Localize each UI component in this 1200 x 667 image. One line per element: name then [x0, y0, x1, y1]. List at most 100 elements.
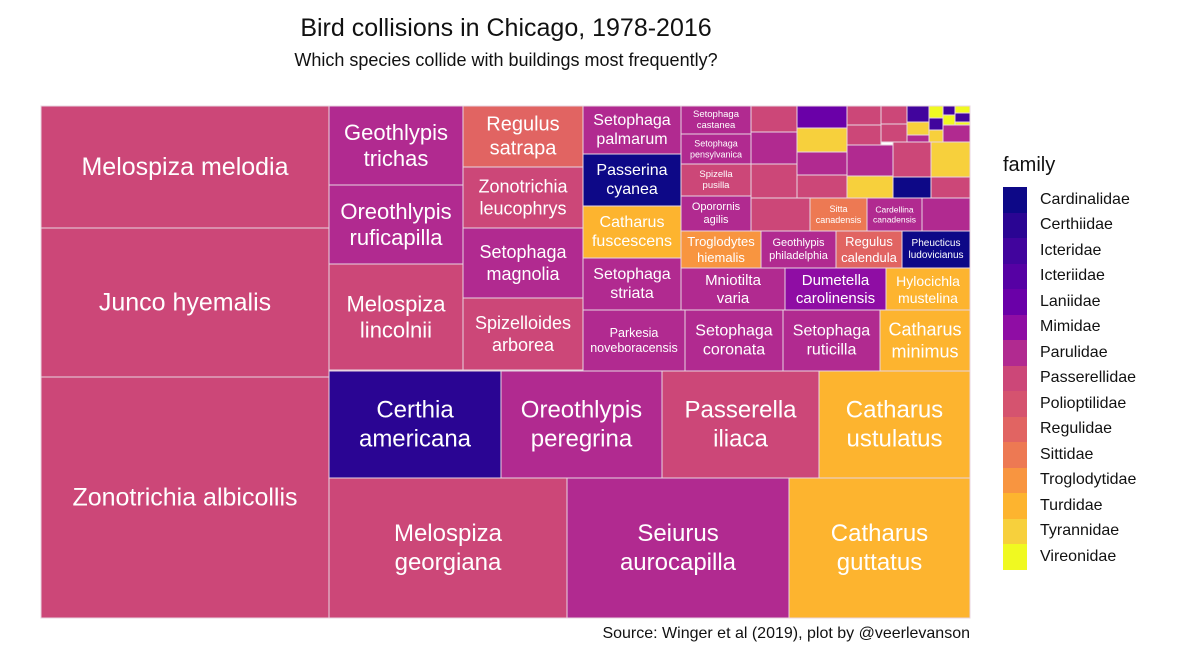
treemap-tile: Cardellina canadensis: [866, 197, 923, 232]
legend-swatch: [1003, 493, 1027, 519]
tile-rect: [809, 197, 868, 232]
tile-rect: [901, 230, 971, 269]
legend-label: Turdidae: [1040, 496, 1103, 514]
legend-label: Certhiidae: [1040, 216, 1113, 234]
legend-item: Vireonidae: [1003, 544, 1136, 570]
treemap-tile: Oreothlypis peregrina: [500, 370, 663, 479]
tile-rect: [661, 370, 820, 479]
treemap-tile-unlabeled: [892, 176, 932, 199]
legend-label: Icteridae: [1040, 241, 1102, 259]
treemap-tile-unlabeled: [750, 163, 798, 199]
tile-rect: [879, 309, 971, 372]
treemap-tile-unlabeled: [846, 144, 894, 177]
tile-label: Pheucticus ludovicianus: [908, 238, 963, 261]
source-caption: Source: Winger et al (2019), plot by @ve…: [602, 625, 970, 642]
treemap-tile-unlabeled: [846, 175, 894, 199]
legend-label: Tyrannidae: [1040, 522, 1120, 540]
treemap-tile: Junco hyemalis: [40, 227, 330, 378]
tile-rect: [680, 105, 752, 135]
legend-item: Certhiidae: [1003, 212, 1136, 238]
tile-label: Dumetella carolinensis: [796, 272, 875, 307]
tile-rect: [462, 105, 584, 168]
tile-label: Regulus calendula: [841, 234, 897, 265]
treemap-tile: Setophaga magnolia: [462, 227, 584, 299]
legend-item: Polioptilidae: [1003, 391, 1136, 417]
legend-swatch: [1003, 340, 1027, 366]
treemap-tile: Oreothlypis ruficapilla: [328, 184, 464, 265]
treemap-tile: Setophaga coronata: [684, 309, 784, 372]
tile-label: Geothlypis trichas: [344, 120, 448, 171]
tile-label: Seiurus aurocapilla: [620, 520, 737, 576]
tile-rect: [582, 105, 682, 155]
treemap-tile-unlabeled: [954, 105, 971, 114]
tile-rect: [788, 477, 971, 619]
tile-label: Catharus guttatus: [831, 520, 928, 576]
treemap-tile: Setophaga pensylvanica: [680, 133, 752, 165]
treemap-tile: Melospiza melodia: [40, 105, 330, 229]
legend-item: Mimidae: [1003, 314, 1136, 340]
treemap-tile: Geothlypis philadelphia: [760, 230, 837, 269]
tile-label: Catharus minimus: [888, 320, 961, 362]
treemap-tile-unlabeled: [906, 105, 930, 123]
tile-rect: [328, 370, 502, 479]
chart-title: Bird collisions in Chicago, 1978-2016: [300, 14, 712, 42]
treemap-tile: Passerella iliaca: [661, 370, 820, 479]
legend-item: Troglodytidae: [1003, 467, 1136, 493]
tile-rect: [582, 309, 686, 372]
treemap-tile: Catharus fuscescens: [582, 205, 682, 259]
treemap-tile-unlabeled: [750, 105, 798, 133]
legend-swatch: [1003, 467, 1027, 493]
legend-label: Sittidae: [1040, 445, 1094, 463]
tile-label: Cardellina canadensis: [873, 204, 916, 224]
tile-rect: [462, 166, 584, 229]
treemap-tile-unlabeled: [906, 121, 930, 136]
tile-label: Setophaga ruticilla: [793, 322, 871, 358]
tile-label: Setophaga pensylvanica: [690, 139, 742, 160]
treemap-tile: Zonotrichia leucophrys: [462, 166, 584, 229]
legend-item: Laniidae: [1003, 289, 1136, 315]
tile-label: Junco hyemalis: [99, 289, 271, 317]
treemap-tile-unlabeled: [880, 123, 908, 143]
legend-item: Passerellidae: [1003, 365, 1137, 391]
treemap-tile: Regulus calendula: [835, 230, 903, 269]
tile-label: Catharus fuscescens: [592, 214, 672, 250]
tile-label: Mniotilta varia: [705, 272, 762, 307]
tile-label: Passerina cyanea: [596, 162, 667, 198]
legend-label: Vireonidae: [1040, 547, 1117, 565]
legend-swatch: [1003, 238, 1027, 264]
treemap-tile-unlabeled: [750, 131, 798, 165]
legend-item: Sittidae: [1003, 442, 1136, 468]
treemap-tile-unlabeled: [846, 124, 882, 146]
legend-item: Parulidae: [1003, 340, 1136, 366]
treemap-tile: Spizella pusilla: [680, 163, 752, 197]
treemap-tile: Mniotilta varia: [680, 267, 786, 312]
tile-label: Setophaga coronata: [695, 322, 773, 358]
tile-label: Zonotrichia albicollis: [72, 484, 297, 512]
legend-label: Laniidae: [1040, 292, 1101, 310]
treemap-tile: Spizelloides arborea: [462, 297, 584, 371]
tile-rect: [40, 227, 330, 378]
tile-label: Oporornis agilis: [692, 201, 741, 226]
tile-rect: [566, 477, 790, 619]
treemap-tile: Regulus satrapa: [462, 105, 584, 168]
tile-label: Geothlypis philadelphia: [769, 237, 829, 262]
tile-rect: [40, 376, 330, 619]
legend-label: Cardinalidae: [1040, 190, 1130, 208]
legend-label: Passerellidae: [1040, 369, 1137, 387]
legend-swatch: [1003, 263, 1027, 289]
legend-label: Parulidae: [1040, 343, 1108, 361]
legend-swatch: [1003, 365, 1027, 391]
treemap-tile-unlabeled: [930, 141, 971, 178]
tile-label: Spizelloides arborea: [475, 313, 571, 355]
tile-label: Zonotrichia leucophrys: [478, 177, 568, 219]
treemap-tile-unlabeled: [942, 124, 971, 143]
treemap-tile-unlabeled: [921, 197, 971, 232]
treemap-tile: Passerina cyanea: [582, 153, 682, 207]
tile-label: Passerella iliaca: [684, 397, 797, 453]
treemap-tile: Parkesia noveboracensis: [582, 309, 686, 372]
tile-label: Setophaga castanea: [693, 109, 740, 131]
treemap-tile-unlabeled: [796, 105, 848, 129]
treemap-tile: Sitta canadensis: [809, 197, 868, 232]
legend-swatch: [1003, 289, 1027, 315]
